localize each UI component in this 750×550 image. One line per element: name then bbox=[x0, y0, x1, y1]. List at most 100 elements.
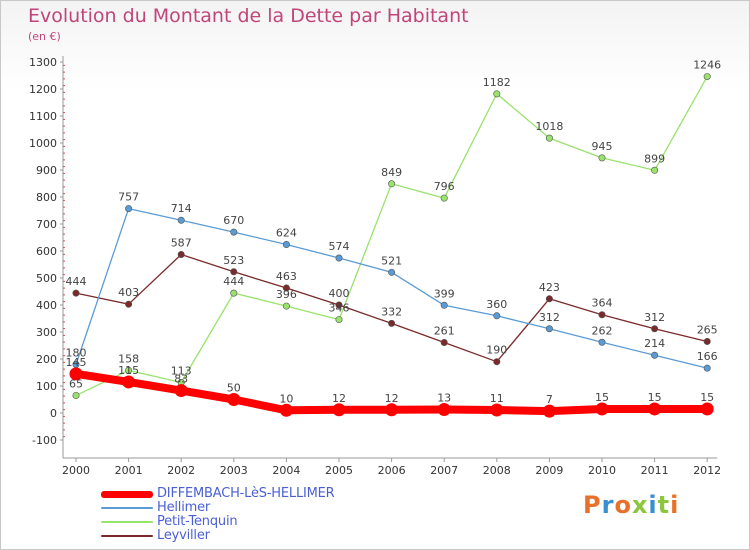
data-label: 360 bbox=[486, 298, 507, 311]
data-label: 796 bbox=[434, 180, 455, 193]
y-tick-label: -100 bbox=[32, 434, 57, 447]
data-label: 1246 bbox=[693, 59, 721, 72]
y-tick-label: 900 bbox=[36, 164, 57, 177]
legend-label: Leyviller bbox=[157, 528, 210, 543]
data-label: 145 bbox=[66, 356, 87, 369]
data-point bbox=[125, 366, 133, 374]
chart-legend: DIFFEMBACH-LèS-HELLIMER Hellimer Petit-Ten… bbox=[101, 487, 335, 543]
data-label: 262 bbox=[592, 324, 613, 337]
data-point bbox=[598, 338, 606, 346]
data-label: 714 bbox=[171, 202, 192, 215]
data-label: 7 bbox=[546, 393, 553, 406]
data-point bbox=[388, 319, 396, 327]
data-label: 1182 bbox=[483, 76, 511, 89]
x-tick-label: 2009 bbox=[535, 464, 563, 477]
data-point bbox=[545, 295, 553, 303]
chart-title: Evolution du Montant de la Dette par Hab… bbox=[28, 5, 469, 27]
data-label: 574 bbox=[329, 240, 350, 253]
data-label: 399 bbox=[434, 287, 455, 300]
data-label: 11 bbox=[490, 392, 504, 405]
data-label: 312 bbox=[539, 311, 560, 324]
legend-item: Hellimer bbox=[101, 501, 334, 515]
y-tick-label: 700 bbox=[36, 218, 57, 231]
data-point bbox=[700, 402, 714, 416]
data-point bbox=[174, 384, 188, 398]
y-tick-label: 1000 bbox=[29, 137, 57, 150]
legend-item: Petit-Tenquin bbox=[101, 515, 334, 529]
data-point bbox=[177, 251, 185, 259]
data-point bbox=[332, 403, 346, 417]
data-label: 332 bbox=[381, 305, 402, 318]
x-tick-label: 2010 bbox=[588, 464, 616, 477]
data-point bbox=[385, 403, 399, 417]
x-tick-label: 2007 bbox=[430, 464, 458, 477]
data-label: 403 bbox=[118, 286, 139, 299]
data-label: 423 bbox=[539, 281, 560, 294]
y-tick-label: 500 bbox=[36, 272, 57, 285]
data-label: 400 bbox=[329, 287, 350, 300]
data-point bbox=[595, 402, 609, 416]
data-label: 757 bbox=[118, 191, 139, 204]
y-tick-label: 400 bbox=[36, 299, 57, 312]
legend-swatch bbox=[101, 521, 153, 523]
logo-letter: P bbox=[583, 491, 602, 519]
legend-label: Hellimer bbox=[157, 500, 211, 515]
data-label: 521 bbox=[381, 254, 402, 267]
data-label: 899 bbox=[644, 152, 665, 165]
logo-letter: x bbox=[631, 491, 649, 519]
data-label: 15 bbox=[700, 391, 714, 404]
x-tick-label: 2006 bbox=[378, 464, 406, 477]
data-label: 10 bbox=[279, 392, 293, 405]
legend-swatch bbox=[101, 535, 153, 537]
data-label: 15 bbox=[648, 391, 662, 404]
data-label: 261 bbox=[434, 325, 455, 338]
data-label: 670 bbox=[223, 214, 244, 227]
data-point bbox=[72, 391, 80, 399]
legend-item: DIFFEMBACH-LèS-HELLIMER bbox=[101, 487, 335, 501]
data-label: 50 bbox=[227, 382, 241, 395]
data-label: 13 bbox=[437, 391, 451, 404]
data-label: 166 bbox=[697, 350, 718, 363]
logo-letter: i bbox=[670, 491, 680, 519]
data-point bbox=[122, 375, 136, 389]
x-tick-label: 2001 bbox=[115, 464, 143, 477]
data-label: 12 bbox=[332, 392, 346, 405]
x-tick-label: 2005 bbox=[325, 464, 353, 477]
legend-swatch bbox=[101, 490, 153, 498]
data-point bbox=[493, 90, 501, 98]
y-tick-label: 800 bbox=[36, 191, 57, 204]
data-point bbox=[703, 337, 711, 345]
data-label: 265 bbox=[697, 323, 718, 336]
chart-subtitle: (en €) bbox=[28, 30, 61, 43]
data-point bbox=[703, 73, 711, 81]
data-point bbox=[493, 358, 501, 366]
data-label: 214 bbox=[644, 337, 665, 350]
legend-swatch bbox=[101, 507, 153, 509]
data-point bbox=[651, 325, 659, 333]
data-point bbox=[282, 302, 290, 310]
data-point bbox=[230, 289, 238, 297]
data-label: 113 bbox=[171, 364, 192, 377]
data-point bbox=[282, 241, 290, 249]
data-point bbox=[177, 216, 185, 224]
data-point bbox=[440, 339, 448, 347]
data-label: 396 bbox=[276, 288, 297, 301]
data-label: 83 bbox=[174, 373, 188, 386]
logo-letter: i bbox=[648, 491, 658, 519]
y-tick-label: 1100 bbox=[29, 110, 57, 123]
data-label: 444 bbox=[66, 275, 87, 288]
data-point bbox=[542, 404, 556, 418]
data-label: 945 bbox=[592, 140, 613, 153]
data-point bbox=[493, 312, 501, 320]
legend-item: Leyviller bbox=[101, 529, 334, 543]
data-point bbox=[440, 301, 448, 309]
y-tick-label: 300 bbox=[36, 326, 57, 339]
data-point bbox=[545, 134, 553, 142]
data-point bbox=[651, 351, 659, 359]
y-tick-label: 200 bbox=[36, 353, 57, 366]
data-point bbox=[125, 300, 133, 308]
series-line bbox=[75, 207, 708, 369]
data-label: 444 bbox=[223, 275, 244, 288]
data-label: 849 bbox=[381, 166, 402, 179]
